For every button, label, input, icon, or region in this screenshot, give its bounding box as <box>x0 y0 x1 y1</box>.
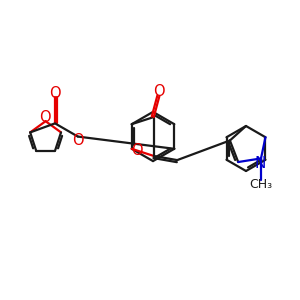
Text: O: O <box>49 85 61 100</box>
Text: N: N <box>255 156 266 171</box>
Text: CH₃: CH₃ <box>249 178 272 191</box>
Text: O: O <box>39 110 51 125</box>
Text: O: O <box>72 133 84 148</box>
Text: O: O <box>154 84 165 99</box>
Text: O: O <box>131 143 142 158</box>
